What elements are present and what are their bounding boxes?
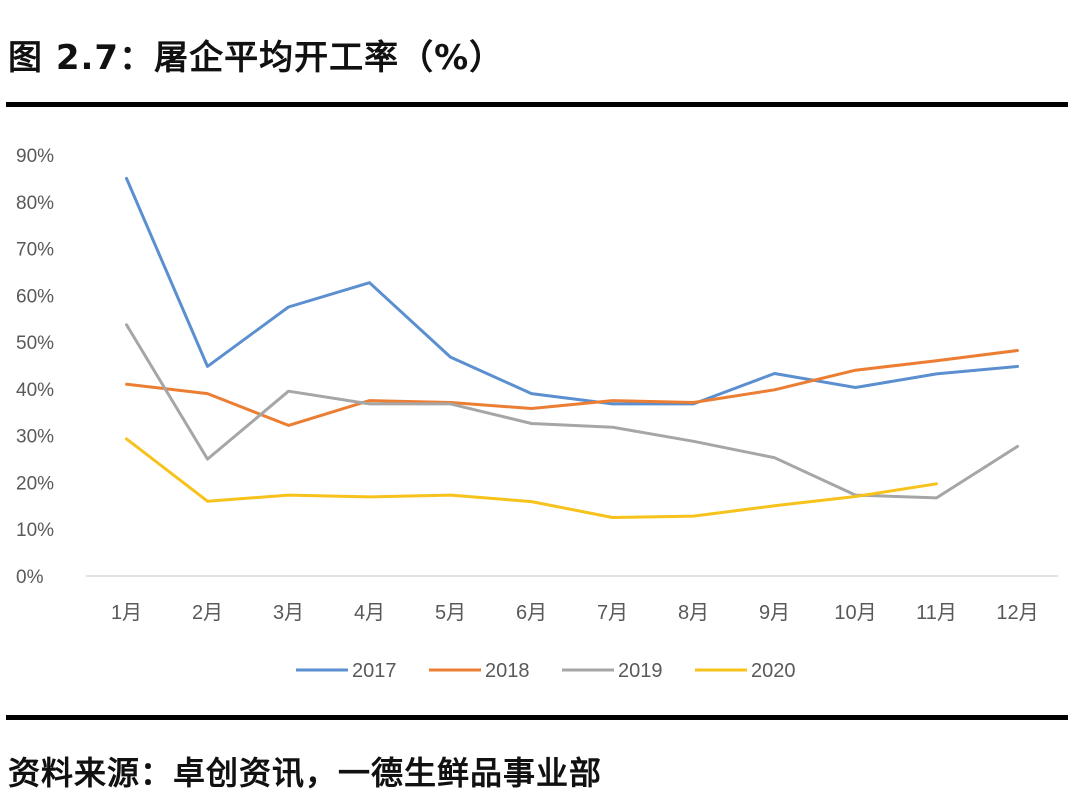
top-rule: [6, 102, 1068, 107]
x-tick-label: 8月: [678, 602, 709, 624]
x-tick-label: 2月: [192, 602, 223, 624]
y-axis: 0% 10% 20% 30% 40% 50% 60% 70% 80% 90%: [16, 146, 54, 588]
legend-label-2019: 2019: [618, 660, 663, 682]
source-note: 资料来源：卓创资讯，一德生鲜品事业部: [8, 754, 603, 792]
x-tick-label: 9月: [759, 602, 790, 624]
x-axis: 1月 2月 3月 4月 5月 6月 7月 8月 9月 10月 11月 12月: [86, 575, 1058, 624]
x-tick-label: 11月: [916, 602, 957, 624]
x-tick-label: 5月: [435, 602, 466, 624]
y-tick-label: 30%: [16, 427, 54, 448]
x-tick-label: 3月: [273, 602, 304, 624]
y-tick-label: 0%: [16, 567, 44, 588]
y-tick-label: 10%: [16, 520, 54, 541]
series-line-2017: [125, 176, 1019, 406]
series-layer: [125, 176, 1019, 519]
y-tick-label: 40%: [16, 380, 54, 401]
x-tick-label: 1月: [111, 602, 142, 624]
x-tick-label: 12月: [996, 602, 1038, 624]
legend: 2017 2018 2019 2020: [296, 660, 796, 682]
x-tick-label: 10月: [834, 602, 876, 624]
legend-label-2017: 2017: [352, 660, 397, 682]
legend-label-2020: 2020: [751, 660, 796, 682]
bottom-rule: [6, 715, 1068, 720]
y-tick-label: 20%: [16, 473, 54, 494]
y-tick-label: 70%: [16, 240, 54, 261]
figure-title: 图 2.7：屠企平均开工率（%）: [8, 38, 505, 78]
x-tick-label: 6月: [516, 602, 547, 624]
y-tick-label: 60%: [16, 286, 54, 307]
legend-label-2018: 2018: [485, 660, 530, 682]
series-line-2018: [125, 349, 1019, 427]
y-tick-label: 80%: [16, 193, 54, 214]
y-tick-label: 50%: [16, 333, 54, 354]
series-line-2019: [125, 323, 1019, 500]
x-tick-label: 4月: [354, 602, 385, 624]
x-tick-label: 7月: [597, 602, 628, 624]
y-tick-label: 90%: [16, 146, 54, 167]
series-line-2020: [125, 437, 938, 519]
line-chart: 0% 10% 20% 30% 40% 50% 60% 70% 80% 90% 1月 2月 3月 4月 5月…: [16, 146, 1058, 682]
